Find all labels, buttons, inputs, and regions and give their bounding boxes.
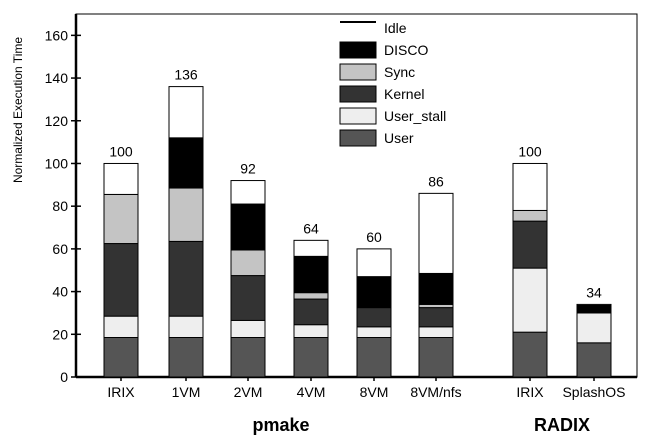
bar-segment-disco [168, 137, 204, 189]
bar-segment-idle [168, 86, 204, 139]
x-tick-label: 1VM [172, 384, 201, 400]
x-tick-label: IRIX [516, 384, 544, 400]
legend-swatch [339, 107, 377, 125]
y-tick-label: 60 [52, 241, 68, 257]
bar-segment-user [356, 336, 392, 378]
y-tick-label: 140 [45, 70, 69, 86]
legend-swatch [339, 85, 377, 103]
bar-segment-kernel [103, 243, 139, 317]
bar-total-label: 92 [240, 161, 256, 177]
legend-label: User [384, 130, 414, 146]
bar-total-label: 86 [428, 173, 444, 189]
y-tick-label: 40 [52, 284, 68, 300]
bar-segment-disco [356, 276, 392, 309]
x-tick-label: IRIX [107, 384, 135, 400]
legend-item-disco: DISCO [339, 41, 428, 59]
bar-segment-user-stall [230, 319, 266, 338]
bar-segment-disco [576, 304, 612, 314]
x-tick-label: SplashOS [562, 384, 625, 400]
bar-segment-idle [576, 303, 612, 306]
bar-segment-idle [293, 239, 329, 257]
bar-segment-user-stall [293, 324, 329, 338]
bar-total-label: 64 [303, 220, 319, 236]
y-tick-label: 160 [45, 27, 69, 43]
y-tick-label: 0 [60, 369, 68, 385]
bar-segment-user-stall [168, 315, 204, 338]
bar-segment-kernel [418, 307, 454, 328]
x-tick-label: 8VM/nfs [410, 384, 461, 400]
y-tick-label: 80 [52, 198, 68, 214]
bar-segment-kernel [230, 275, 266, 321]
bar-total-label: 100 [109, 143, 133, 159]
bar-segment-kernel [293, 298, 329, 326]
y-tick-label: 100 [45, 155, 69, 171]
legend-item-kernel: Kernel [339, 85, 424, 103]
bar-segment-sync [512, 209, 548, 222]
bar-segment-user-stall [356, 326, 392, 338]
bar-segment-kernel [512, 220, 548, 269]
bar-segment-sync [168, 187, 204, 242]
bar-total-label: 100 [518, 143, 542, 159]
bar-segment-user [576, 342, 612, 378]
bar-segment-idle [103, 162, 139, 195]
bar-segment-idle [356, 248, 392, 278]
bar-segment-user [230, 336, 266, 378]
legend-label: DISCO [384, 42, 428, 58]
x-tick-label: 8VM [360, 384, 389, 400]
legend-item-user-stall: User_stall [339, 107, 446, 125]
bar-segment-idle [230, 180, 266, 205]
bar-segment-sync [230, 249, 266, 277]
bar-segment-sync [293, 292, 329, 300]
bar-segment-user [293, 336, 329, 378]
legend-swatch [339, 129, 377, 147]
legend-item-sync: Sync [339, 63, 415, 81]
bar-segment-user [512, 331, 548, 378]
bar-segment-user-stall [512, 267, 548, 333]
legend-label: Kernel [384, 86, 424, 102]
labels: 100 IRIX 136 1VM 92 2VM 64 4VM 60 8VM 86 8VM/nfs 100… [107, 67, 625, 435]
bar-total-label: 34 [586, 284, 602, 300]
bar-segment-sync [103, 193, 139, 245]
bar-segment-disco [293, 255, 329, 294]
bar-total-label: 136 [174, 67, 198, 83]
bar-segment-kernel [168, 240, 204, 317]
legend: Idle DISCO Sync Kernel User_stall User [339, 20, 446, 147]
bar-segment-user [168, 336, 204, 378]
legend-swatch [339, 41, 377, 59]
bar-segment-idle [512, 162, 548, 211]
bar-total-label: 60 [366, 229, 382, 245]
x-tick-label: 4VM [297, 384, 326, 400]
bars [103, 86, 612, 378]
bar-segment-kernel [356, 307, 392, 328]
legend-item-user: User [339, 129, 414, 147]
bar-segment-user-stall [418, 326, 454, 338]
bar-segment-idle [418, 192, 454, 274]
bar-segment-disco [230, 203, 266, 251]
group-label: RADIX [534, 415, 590, 435]
y-tick-label: 120 [45, 113, 69, 129]
legend-label: Idle [384, 20, 407, 36]
x-tick-label: 2VM [234, 384, 263, 400]
legend-item-idle: Idle [340, 20, 407, 36]
legend-label: Sync [384, 64, 415, 80]
group-label: pmake [252, 415, 309, 435]
bar-segment-user [418, 336, 454, 378]
legend-swatch [339, 63, 377, 81]
bar-segment-user-stall [103, 315, 139, 338]
y-tick-label: 20 [52, 326, 68, 342]
bar-segment-disco [418, 272, 454, 305]
legend-label: User_stall [384, 108, 446, 124]
bar-segment-user-stall [576, 312, 612, 344]
y-axis-label: Normalized Execution Time [11, 37, 25, 183]
bar-segment-user [103, 336, 139, 378]
